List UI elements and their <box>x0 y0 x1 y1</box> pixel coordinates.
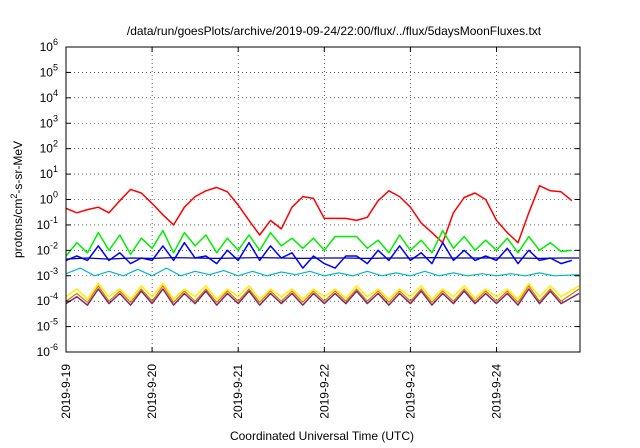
y-tick-exp: 0 <box>53 190 58 200</box>
y-tick-exp: 4 <box>53 88 58 98</box>
y-tick-label: 103 <box>40 113 58 130</box>
y-tick-base: 10 <box>40 167 54 181</box>
chart-title: /data/run/goesPlots/archive/2019-09-24/2… <box>127 24 542 38</box>
y-tick-label: 10-4 <box>37 291 58 308</box>
series-layer <box>65 184 580 306</box>
series-line-5 <box>65 282 580 300</box>
y-tick-exp: -3 <box>50 266 58 276</box>
y-tick-exp: 2 <box>53 139 58 149</box>
y-tick-label: 105 <box>40 62 58 79</box>
y-tick-label: 10-2 <box>37 240 58 257</box>
y-tick-label: 100 <box>40 190 58 207</box>
series-line-2 <box>65 241 573 269</box>
y-label-pre: protons/cm <box>11 199 25 258</box>
x-tick-label: 2019-9-22 <box>317 364 331 419</box>
y-tick-exp: -1 <box>50 215 58 225</box>
y-tick-label: 10-6 <box>37 342 58 359</box>
x-axis-ticks: 2019-9-19 2019-9-20 2019-9-21 2019-9-22 2019… <box>59 47 504 419</box>
grid-layer <box>66 47 580 352</box>
x-tick-label: 2019-9-24 <box>490 364 504 419</box>
series-line-7 <box>65 288 580 306</box>
y-tick-label: 101 <box>40 164 58 181</box>
y-tick-base: 10 <box>37 345 51 359</box>
y-tick-base: 10 <box>40 193 54 207</box>
y-tick-base: 10 <box>40 91 54 105</box>
series-line-6 <box>65 285 580 303</box>
y-tick-exp: -5 <box>50 317 58 327</box>
y-tick-exp: 5 <box>53 62 58 72</box>
y-label-post: -s-sr-MeV <box>11 141 25 194</box>
y-tick-exp: 3 <box>53 113 58 123</box>
y-tick-label: 102 <box>40 139 58 156</box>
y-tick-base: 10 <box>40 142 54 156</box>
y-tick-exp: -2 <box>50 240 58 250</box>
y-tick-exp: -6 <box>50 342 58 352</box>
y-tick-base: 10 <box>37 294 51 308</box>
y-tick-base: 10 <box>40 116 54 130</box>
y-label-sup: 2 <box>9 194 19 199</box>
y-tick-exp: -4 <box>50 291 58 301</box>
series-line-4 <box>65 267 580 277</box>
x-tick-label: 2019-9-21 <box>231 364 245 419</box>
y-tick-base: 10 <box>40 40 54 54</box>
y-tick-exp: 1 <box>53 164 58 174</box>
y-tick-base: 10 <box>37 218 51 232</box>
y-axis-label: protons/cm2-s-sr-MeV <box>9 141 25 258</box>
y-tick-base: 10 <box>37 320 51 334</box>
x-tick-label: 2019-9-19 <box>59 364 73 419</box>
x-tick-label: 2019-9-20 <box>145 364 159 419</box>
y-tick-label: 104 <box>40 88 58 105</box>
series-line-3 <box>65 257 579 260</box>
y-tick-label: 10-3 <box>37 266 58 283</box>
y-tick-base: 10 <box>37 243 51 257</box>
y-tick-label: 106 <box>40 37 58 54</box>
y-axis-ticks: 10-610-510-410-310-210-11001011021031041… <box>37 37 580 359</box>
y-tick-base: 10 <box>37 269 51 283</box>
y-tick-exp: 6 <box>53 37 58 47</box>
x-tick-label: 2019-9-23 <box>403 364 417 419</box>
y-tick-label: 10-1 <box>37 215 58 232</box>
y-tick-base: 10 <box>40 65 54 79</box>
y-tick-label: 10-5 <box>37 317 58 334</box>
series-line-1 <box>65 229 572 257</box>
x-axis-label: Coordinated Universal Time (UTC) <box>230 429 414 443</box>
series-line-0 <box>65 184 573 244</box>
